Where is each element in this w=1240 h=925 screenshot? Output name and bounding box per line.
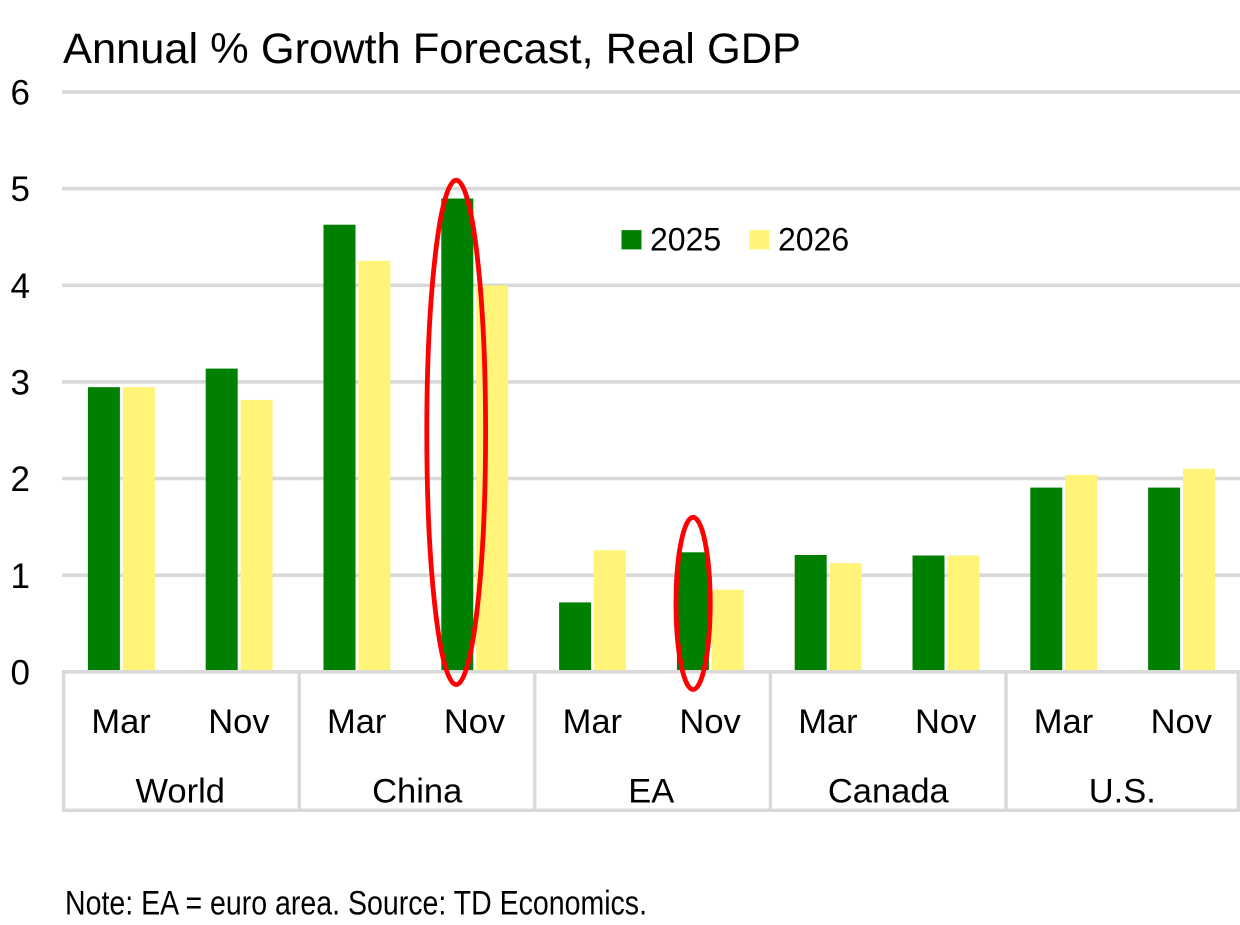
svg-text:2026: 2026 xyxy=(778,221,849,257)
svg-text:Nov: Nov xyxy=(1151,703,1213,741)
svg-text:6: 6 xyxy=(11,74,30,113)
svg-text:Mar: Mar xyxy=(1034,703,1093,741)
svg-text:Mar: Mar xyxy=(563,703,622,741)
svg-text:0: 0 xyxy=(11,653,30,692)
svg-text:Nov: Nov xyxy=(444,703,506,741)
svg-text:China: China xyxy=(372,773,463,811)
svg-text:3: 3 xyxy=(11,364,30,403)
svg-text:Note: EA = euro area. Source:: Note: EA = euro area. Source: TD Economi… xyxy=(65,885,647,923)
svg-text:Mar: Mar xyxy=(327,703,386,741)
svg-text:Canada: Canada xyxy=(828,773,950,811)
svg-text:World: World xyxy=(135,773,224,811)
svg-text:Nov: Nov xyxy=(915,703,977,741)
svg-text:Mar: Mar xyxy=(798,703,857,741)
svg-text:Nov: Nov xyxy=(679,703,741,741)
svg-text:EA: EA xyxy=(628,773,674,811)
svg-text:2: 2 xyxy=(11,460,30,499)
svg-text:1: 1 xyxy=(11,557,30,596)
svg-text:Annual % Growth Forecast, Real: Annual % Growth Forecast, Real GDP xyxy=(63,25,801,73)
svg-text:Mar: Mar xyxy=(91,703,150,741)
svg-text:5: 5 xyxy=(11,170,30,209)
svg-text:Nov: Nov xyxy=(208,703,270,741)
svg-text:2025: 2025 xyxy=(650,221,721,257)
svg-text:4: 4 xyxy=(11,267,30,306)
svg-text:U.S.: U.S. xyxy=(1089,773,1156,811)
